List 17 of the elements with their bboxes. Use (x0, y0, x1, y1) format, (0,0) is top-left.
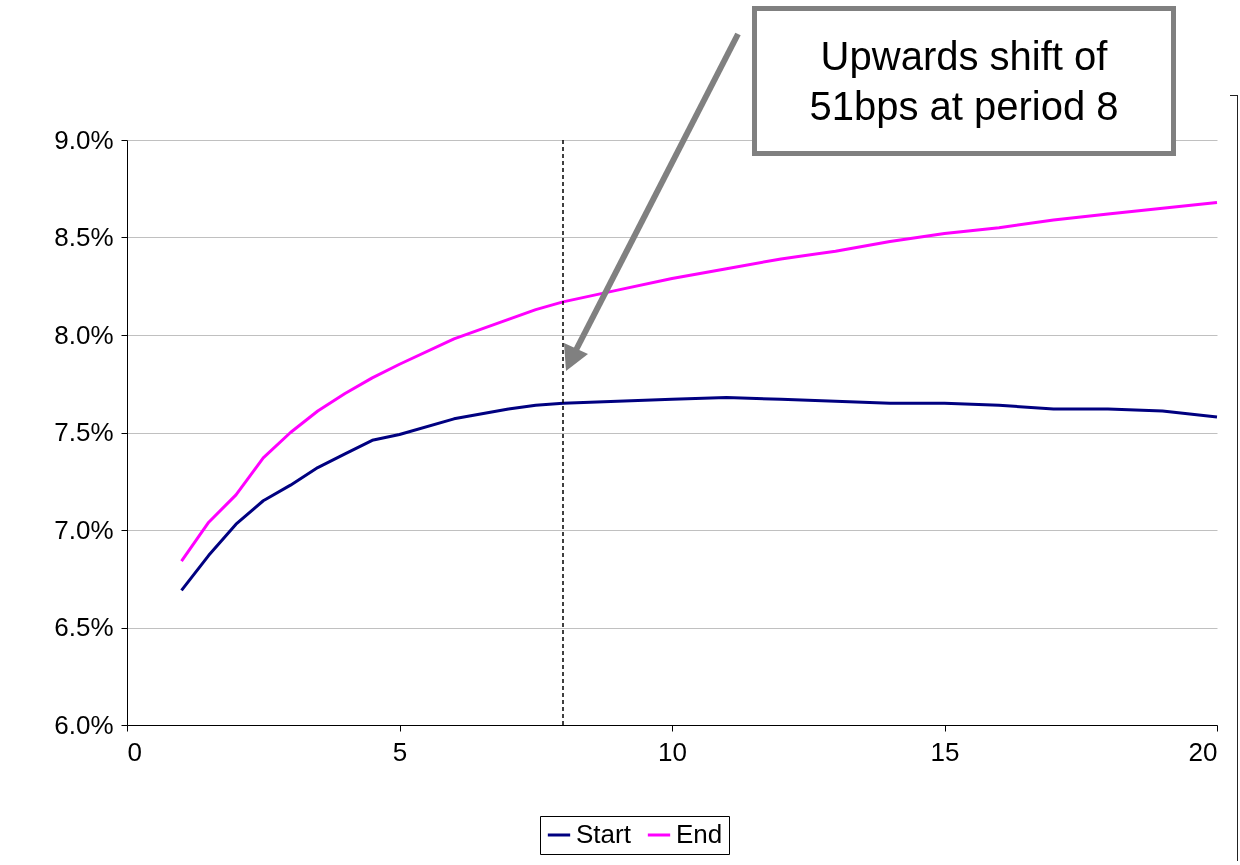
line-series (180, 395, 1219, 592)
y-tick-label: 6.5% (54, 612, 114, 642)
x-tick-label: 20 (1188, 736, 1218, 767)
y-tick-label: 9.0% (54, 124, 114, 155)
x-tick-label: 10 (658, 736, 687, 767)
y-tick-label: 6.0% (54, 709, 114, 740)
y-tick-label: 7.5% (54, 417, 114, 447)
line-series (180, 200, 1219, 563)
legend-label: Start (576, 819, 632, 849)
x-tick-label: 15 (930, 736, 960, 767)
x-tick-label: 5 (392, 736, 408, 767)
y-tick-label: 7.0% (54, 514, 114, 545)
text: Upwards shift of 51bps at period 8 (752, 6, 1176, 156)
x-tick-label: 0 (127, 736, 142, 767)
legend-label: End (676, 819, 723, 849)
y-tick-label: 8.5% (54, 222, 114, 252)
y-tick-label: 8.0% (54, 319, 114, 350)
